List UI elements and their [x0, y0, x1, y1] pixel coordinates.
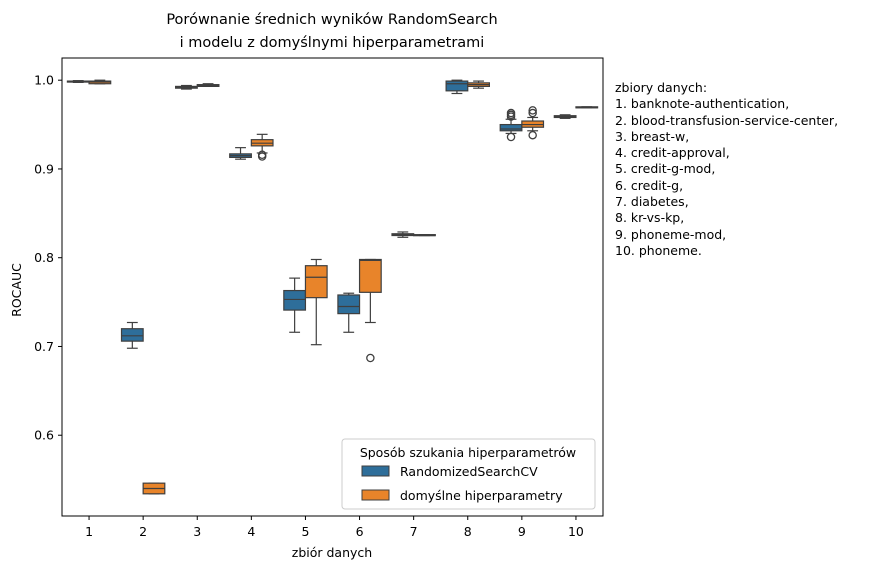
legend-swatch-randomizedsearchcv: [361, 465, 390, 477]
outlier-point: [528, 106, 537, 115]
dataset-legend-note: zbiory danych: 1. banknote-authenticatio…: [615, 80, 838, 259]
x-axis-label: zbiór danych: [292, 545, 372, 560]
dataset-note-item: 3. breast-w,: [615, 128, 690, 144]
y-tick-label: 0.9: [34, 161, 54, 176]
y-tick-label: 0.7: [34, 339, 54, 354]
outlier-point: [366, 353, 375, 363]
dataset-note-item: 9. phoneme-mod,: [615, 226, 727, 242]
legend-label-domyslne: domyślne hiperparametry: [400, 488, 563, 503]
x-tick-label: 8: [464, 524, 472, 539]
outlier-point: [506, 108, 516, 118]
box: [304, 265, 328, 299]
box: [283, 289, 307, 311]
dataset-note-item: 8. kr-vs-kp,: [615, 210, 685, 226]
legend-label-randomizedsearchcv: RandomizedSearchCV: [400, 464, 538, 479]
dataset-note-heading: zbiory danych:: [615, 80, 708, 95]
box: [120, 328, 144, 342]
legend-frame: [341, 438, 596, 510]
x-tick-label: 1: [85, 524, 93, 539]
x-tick-label: 10: [568, 524, 584, 539]
box: [499, 123, 523, 132]
x-tick-label: 2: [139, 524, 147, 539]
outlier-point: [528, 130, 537, 140]
x-tick-label: 4: [247, 524, 255, 539]
dataset-note-item: 4. credit-approval,: [615, 145, 730, 161]
x-tick-label: 6: [356, 524, 364, 539]
outlier-point: [506, 132, 516, 142]
chart-title-line-1: Porównanie średnich wyników RandomSearch: [166, 12, 497, 28]
plot-frame: [61, 57, 604, 517]
chart-title-line-2: i modelu z domyślnymi hiperparametrami: [180, 35, 485, 51]
dataset-note-item: 2. blood-transfusion-service-center,: [615, 112, 839, 128]
y-tick-label: 0.8: [34, 250, 54, 265]
y-axis-label: ROCAUC: [9, 263, 24, 317]
dataset-note-item: 1. banknote-authentication,: [615, 96, 790, 112]
x-tick-label: 7: [410, 524, 418, 539]
dataset-note-item: 7. diabetes,: [615, 194, 689, 210]
y-tick-label: 0.6: [34, 428, 54, 443]
box: [358, 258, 382, 293]
dataset-note-item: 6. credit-g,: [615, 177, 684, 193]
outlier-point: [257, 150, 267, 159]
legend-swatch-domyslne: [361, 489, 390, 501]
x-tick-label: 9: [518, 524, 526, 539]
dataset-note-item: 10. phoneme.: [615, 242, 702, 258]
x-tick-label: 3: [193, 524, 201, 539]
y-tick-label: 1.0: [34, 73, 54, 88]
dataset-note-item: 5. credit-g-mod,: [615, 161, 716, 177]
legend: Sposób szukania hiperparametrów Randomiz…: [341, 438, 596, 510]
legend-title: Sposób szukania hiperparametrów: [360, 445, 576, 460]
outlier-point: [528, 108, 537, 118]
box: [445, 80, 469, 92]
x-tick-label: 5: [301, 524, 309, 539]
box: [337, 294, 361, 315]
